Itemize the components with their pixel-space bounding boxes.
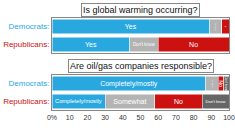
svg-text:Somewhat: Somewhat (212, 79, 214, 88)
svg-text:Yes: Yes (125, 23, 137, 30)
svg-text:Completely/mostly: Completely/mostly (55, 98, 102, 104)
svg-text:Is global warming occurring?: Is global warming occurring? (83, 5, 198, 15)
svg-text:No: No (218, 80, 224, 87)
svg-text:0%: 0% (47, 114, 57, 121)
svg-text:Republicans:: Republicans: (3, 40, 49, 49)
svg-text:No: No (174, 98, 183, 105)
svg-text:50: 50 (137, 114, 145, 121)
svg-text:30: 30 (101, 114, 109, 121)
svg-text:Don't know: Don't know (215, 22, 217, 31)
svg-text:Completely/mostly: Completely/mostly (100, 80, 158, 88)
svg-text:90: 90 (207, 114, 215, 121)
svg-text:100: 100 (223, 114, 235, 121)
svg-text:Don't know: Don't know (224, 76, 228, 91)
svg-text:No: No (189, 41, 198, 48)
svg-text:Democrats:: Democrats: (8, 79, 49, 88)
svg-text:No: No (225, 26, 226, 28)
svg-text:Somewhat: Somewhat (113, 98, 146, 105)
svg-text:Democrats:: Democrats: (8, 22, 49, 31)
svg-text:Republicans:: Republicans: (3, 97, 49, 106)
svg-text:Are oil/gas companies responsi: Are oil/gas companies responsible? (70, 61, 212, 71)
svg-text:40: 40 (119, 114, 127, 121)
svg-text:10: 10 (66, 114, 74, 121)
svg-text:Don't know: Don't know (133, 42, 155, 47)
svg-text:70: 70 (172, 114, 180, 121)
svg-text:80: 80 (190, 114, 198, 121)
svg-text:Yes: Yes (85, 41, 97, 48)
svg-text:20: 20 (84, 114, 92, 121)
svg-text:60: 60 (154, 114, 162, 121)
svg-text:Don't know: Don't know (206, 99, 226, 104)
